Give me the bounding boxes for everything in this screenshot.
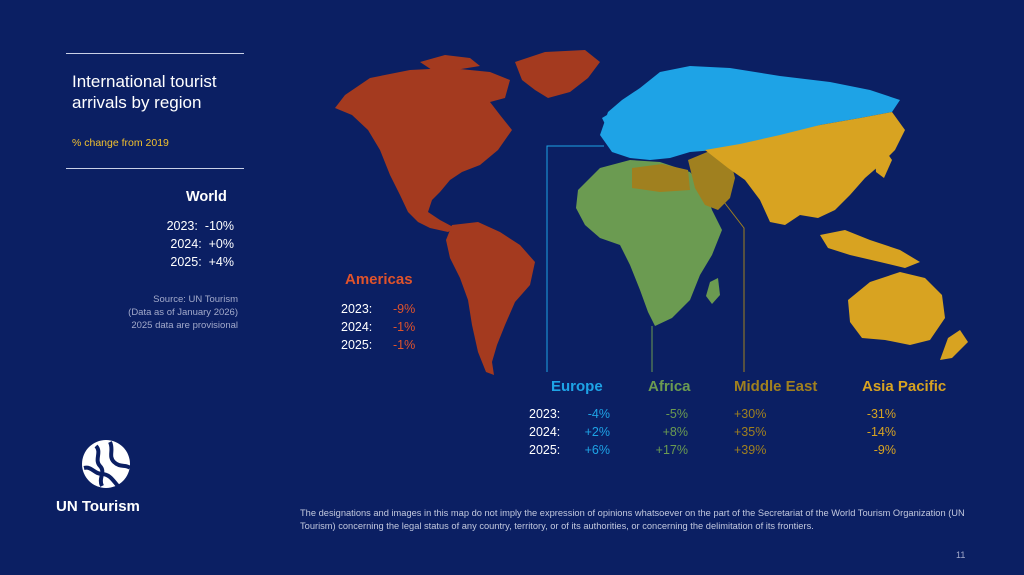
- middle-east-shape: [688, 150, 735, 210]
- africa-label: Africa: [648, 378, 691, 395]
- source-line-3: 2025 data are provisional: [131, 320, 238, 331]
- australia-shape: [848, 272, 945, 345]
- europe-value-2023: -4%: [587, 407, 610, 421]
- asia-pacific-value-2024: -14%: [866, 425, 896, 439]
- world-value: +4%: [208, 255, 234, 269]
- bottom-rule: [66, 168, 244, 169]
- world-label: World: [186, 189, 227, 205]
- asia-shape: [705, 112, 905, 225]
- world-year: 2025:: [170, 255, 202, 269]
- europe-leader-line: [546, 145, 604, 372]
- middle-east-value-2024: +35%: [734, 425, 767, 439]
- sea-islands-shape: [820, 230, 920, 268]
- bottom-year-2025: 2025:: [529, 443, 561, 457]
- world-row-2023: 2023: -10%: [167, 219, 234, 233]
- africa-value-2025: +17%: [655, 443, 688, 457]
- north-america-shape: [335, 68, 512, 232]
- americas-label: Americas: [345, 271, 413, 288]
- un-tourism-logo-icon: [82, 440, 132, 488]
- madagascar-shape: [706, 278, 720, 304]
- world-year: 2024:: [170, 237, 202, 251]
- middle-east-label: Middle East: [734, 378, 818, 395]
- top-rule: [66, 53, 244, 54]
- europe-value-2024: +2%: [584, 425, 610, 439]
- greenland-shape: [515, 50, 600, 98]
- bottom-year-2024: 2024:: [529, 425, 561, 439]
- africa-value-2024: +8%: [662, 425, 688, 439]
- south-america-shape: [446, 222, 535, 375]
- world-row-2025: 2025: +4%: [170, 255, 234, 269]
- new-zealand-shape: [940, 330, 968, 360]
- asia-pacific-value-2023: -31%: [866, 407, 896, 421]
- page-subtitle: % change from 2019: [72, 137, 169, 149]
- bottom-year-2023: 2023:: [529, 407, 561, 421]
- north-africa-shape: [632, 164, 690, 192]
- logo-text: UN Tourism: [56, 498, 140, 515]
- map-disclaimer: The designations and images in this map …: [300, 508, 965, 531]
- americas-value-2024: -1%: [393, 320, 416, 334]
- africa-value-2023: -5%: [665, 407, 688, 421]
- uk-shape: [602, 112, 616, 130]
- americas-year-2025: 2025:: [341, 338, 373, 352]
- americas-value-2025: -1%: [393, 338, 416, 352]
- arctic-islands-shape: [420, 55, 480, 70]
- europe-label: Europe: [551, 378, 603, 395]
- world-value: +0%: [208, 237, 234, 251]
- world-value: -10%: [204, 219, 234, 233]
- source-line-1: Source: UN Tourism: [153, 294, 238, 305]
- middle-east-value-2025: +39%: [734, 443, 767, 457]
- europe-value-2025: +6%: [584, 443, 610, 457]
- middle-east-value-2023: +30%: [734, 407, 767, 421]
- japan-shape: [875, 150, 892, 178]
- africa-shape: [576, 160, 722, 326]
- americas-year-2024: 2024:: [341, 320, 373, 334]
- americas-value-2023: -9%: [393, 302, 416, 316]
- middle-east-leader-line: [723, 201, 745, 372]
- page-number: 11: [956, 550, 966, 560]
- world-year: 2023:: [166, 219, 198, 233]
- americas-year-2023: 2023:: [341, 302, 373, 316]
- europe-shape: [600, 66, 900, 160]
- world-row-2024: 2024: +0%: [170, 237, 234, 251]
- source-line-2: (Data as of January 2026): [128, 307, 238, 318]
- asia-pacific-value-2025: -9%: [873, 443, 896, 457]
- page-title: International tourist arrivals by region: [72, 72, 217, 112]
- asia-pacific-label: Asia Pacific: [862, 378, 947, 395]
